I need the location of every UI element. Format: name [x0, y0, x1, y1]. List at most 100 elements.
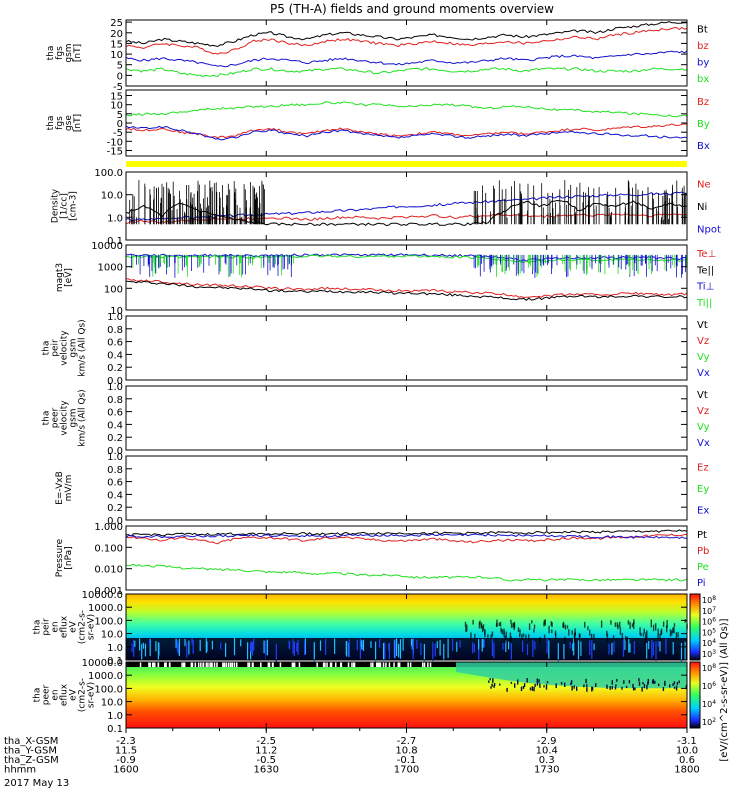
spectrogram-gap-tick — [407, 662, 409, 667]
spectrogram-speck — [500, 627, 502, 633]
y-axis-label: tha — [42, 341, 52, 356]
spectrogram-speck — [659, 633, 661, 642]
spectrogram-streak — [548, 640, 550, 659]
spectrogram-streak — [569, 641, 571, 649]
spectrogram-streak — [563, 643, 565, 660]
spectrogram-speck — [480, 622, 483, 628]
spectrogram-speck — [543, 634, 546, 640]
spectrogram-streak — [416, 639, 418, 649]
spectrogram-speck — [666, 620, 668, 628]
spectrogram-speck — [609, 686, 611, 690]
spectrogram-speck — [493, 683, 496, 686]
spectrogram-speck — [583, 684, 585, 688]
spectrogram-speck — [484, 630, 486, 638]
x-axis-row-value: 10.0 — [676, 746, 698, 757]
spectrogram-speck — [673, 626, 675, 634]
y-tick-label: -10 — [107, 137, 123, 148]
y-tick-label: 10000.0 — [82, 658, 123, 669]
y-tick-label: 1.0 — [107, 711, 123, 722]
y-tick-label: 100.0 — [94, 168, 123, 179]
spectrogram-streak — [491, 639, 493, 657]
spectrogram-speck — [619, 621, 621, 628]
spectrogram-streak — [178, 643, 180, 654]
legend-Bx: Bx — [697, 141, 710, 152]
spectrogram-gap-tick — [229, 662, 232, 667]
spectrogram-streak — [304, 640, 306, 655]
y-axis-label: velocity — [60, 330, 70, 366]
spectrogram-streak — [175, 638, 177, 649]
spectrogram-gap-tick — [429, 662, 432, 667]
spectrogram-streak — [362, 639, 365, 651]
spectrogram-streak — [313, 642, 315, 663]
spectrogram-speck — [664, 682, 666, 686]
spectrogram-speck — [550, 621, 552, 626]
spectrogram-gap-tick — [231, 662, 234, 667]
spectrogram-speck — [671, 630, 673, 636]
spectrogram-streak — [233, 638, 236, 656]
x-axis-row-label: hhmm — [4, 765, 36, 776]
series-Ti⊥-line — [125, 253, 688, 262]
spectrogram-gap-tick — [397, 662, 399, 667]
panel-peer_spectrogram: 10000.0 1000.0 100.0 10.0 1.0 0.1 tha peer en efl… — [33, 658, 688, 735]
spectrogram-speck — [641, 687, 643, 692]
spectrogram-gap-tick — [322, 662, 325, 667]
spectrogram-streak — [149, 638, 151, 657]
y-axis-label: fgs — [55, 46, 65, 60]
spectrogram-streak — [412, 638, 414, 648]
y-tick-label: -5 — [113, 128, 123, 139]
spectrogram-streak — [144, 643, 147, 657]
x-axis-row-label: tha_Y-GSM — [4, 746, 57, 757]
spectrogram-streak — [155, 641, 157, 652]
y-tick-label: 1.000 — [94, 522, 123, 533]
spectrogram-gap-tick — [190, 662, 193, 667]
spectrogram-speck — [551, 622, 553, 628]
spectrogram-streak — [483, 639, 485, 648]
spectrogram-streak — [577, 640, 580, 661]
spectrogram-gap-tick — [202, 662, 204, 667]
spectrogram-gap-tick — [157, 662, 160, 667]
spectrogram-speck — [672, 683, 674, 686]
y-tick-label: 100 — [104, 284, 123, 295]
spectrogram-speck — [638, 681, 641, 686]
spectrogram-streak — [572, 643, 574, 651]
spectrogram-speck — [545, 684, 548, 687]
spectrogram-gap-tick — [409, 662, 412, 667]
x-axis-row-value: 0.3 — [539, 755, 555, 766]
spectrogram-speck — [564, 682, 566, 687]
spectrogram-streak — [482, 638, 484, 649]
y-axis-label: en — [51, 689, 61, 700]
spectrogram-gap-tick — [347, 662, 350, 667]
spectrogram-streak — [613, 641, 615, 653]
spectrogram-streak — [359, 638, 361, 659]
spectrogram-gap-tick — [293, 662, 295, 667]
mode-status-bar — [126, 161, 687, 167]
spectrogram-speck — [685, 684, 688, 690]
spectrogram-streak — [199, 639, 201, 652]
series-Te||-line — [125, 280, 688, 301]
spectrogram-speck — [647, 678, 649, 684]
spectrogram-streak — [439, 639, 441, 656]
spectrogram-streak — [472, 642, 474, 654]
y-axis-label: [nPa] — [64, 546, 74, 569]
spectrogram-streak — [388, 642, 390, 660]
spectrogram-streak — [396, 638, 398, 656]
colorbar-tick-label: 108 — [702, 663, 716, 673]
spectrogram-gap-tick — [194, 662, 197, 667]
colorbar-gradient — [689, 661, 701, 729]
spectrogram-gap-tick — [388, 662, 391, 667]
spectrogram-speck — [522, 633, 525, 638]
spectrogram-speck — [487, 634, 489, 638]
y-tick-label: 1000.0 — [88, 671, 123, 682]
spectrogram-speck — [525, 634, 527, 639]
y-tick-label: 10000 — [91, 241, 123, 252]
y-axis-label: [nT] — [73, 114, 83, 132]
y-tick-label: 0 — [117, 71, 123, 82]
spectrogram-gap-tick — [382, 662, 385, 667]
spectrogram-speck — [513, 622, 515, 631]
spectrogram-streak — [206, 641, 208, 652]
spectrogram-streak — [443, 643, 445, 661]
y-tick-label: 0.4 — [107, 350, 123, 361]
y-axis-label: (cm2-s- — [78, 678, 88, 712]
page-title: P5 (TH-A) fields and ground moments over… — [270, 2, 554, 16]
colorbar-label: [eV/(cm^2-s-sr-eV)] (All Qs)] — [719, 618, 730, 761]
